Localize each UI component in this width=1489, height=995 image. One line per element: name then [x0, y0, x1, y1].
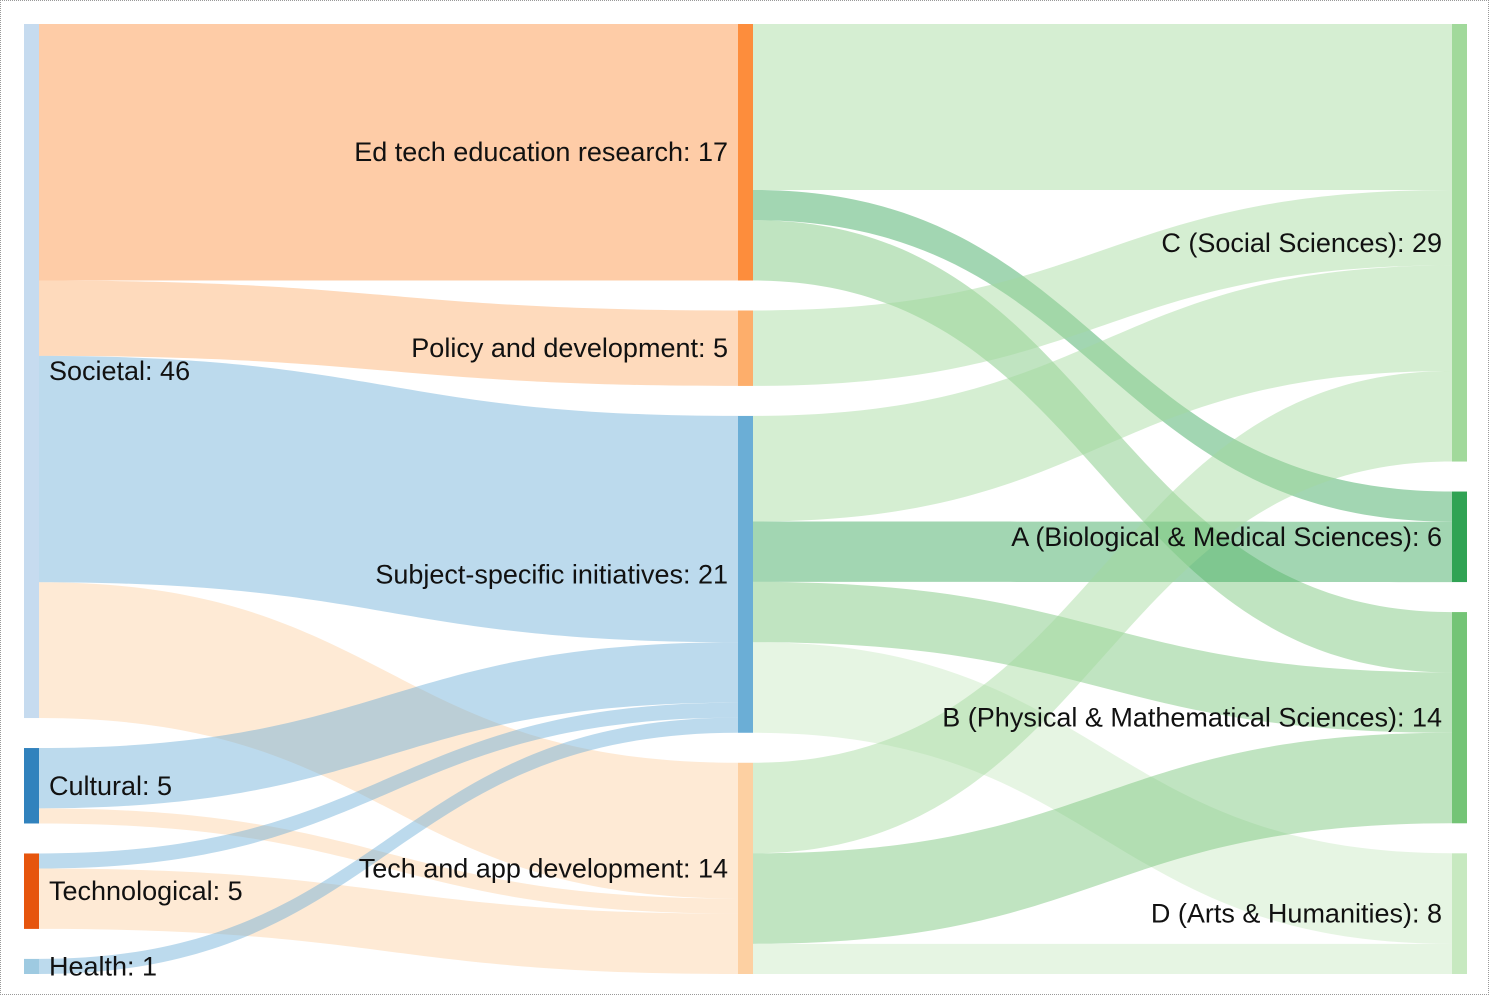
- node-label-health: Health: 1: [49, 951, 157, 981]
- node-policy: [738, 310, 753, 386]
- link-technological-to-subject: [39, 702, 738, 869]
- link-techapp-to-C: [753, 371, 1452, 854]
- link-subject-to-C: [753, 265, 1452, 522]
- link-edtech-to-C: [753, 24, 1452, 190]
- link-edtech-to-A: [753, 189, 1452, 522]
- link-cultural-to-subject: [39, 642, 738, 809]
- link-societal-to-edtech: [39, 24, 738, 281]
- node-subject: [738, 415, 753, 733]
- node-label-subject: Subject-specific initiatives: 21: [375, 559, 728, 589]
- link-health-to-subject: [39, 717, 738, 974]
- node-techapp: [738, 762, 753, 974]
- node-label-B: B (Physical & Mathematical Sciences): 14: [942, 703, 1442, 733]
- link-technological-to-techapp: [39, 868, 738, 974]
- node-label-technological: Technological: 5: [49, 876, 243, 906]
- node-D: [1452, 853, 1467, 974]
- node-A: [1452, 491, 1467, 583]
- link-subject-to-D: [753, 642, 1452, 944]
- node-label-D: D (Arts & Humanities): 8: [1151, 899, 1442, 929]
- node-label-C: C (Social Sciences): 29: [1161, 228, 1442, 258]
- node-technological: [24, 853, 39, 929]
- node-C: [1452, 24, 1467, 462]
- link-subject-to-B: [753, 581, 1452, 733]
- link-policy-to-C: [753, 189, 1452, 386]
- link-societal-to-policy: [39, 280, 738, 386]
- link-cultural-to-techapp: [39, 808, 738, 914]
- link-techapp-to-D: [753, 943, 1452, 974]
- node-health: [24, 958, 39, 974]
- node-B: [1452, 612, 1467, 824]
- node-label-A: A (Biological & Medical Sciences): 6: [1011, 522, 1442, 552]
- node-label-policy: Policy and development: 5: [411, 333, 728, 363]
- node-label-edtech: Ed tech education research: 17: [354, 137, 728, 167]
- link-subject-to-A: [753, 521, 1452, 583]
- node-label-societal: Societal: 46: [49, 356, 190, 386]
- link-societal-to-techapp: [39, 582, 738, 899]
- link-societal-to-subject: [39, 355, 738, 643]
- node-cultural: [24, 748, 39, 824]
- link-edtech-to-B: [753, 220, 1452, 673]
- node-label-techapp: Tech and app development: 14: [359, 853, 728, 883]
- node-label-cultural: Cultural: 5: [49, 771, 172, 801]
- node-societal: [24, 24, 39, 719]
- link-techapp-to-B: [753, 732, 1452, 944]
- node-edtech: [738, 24, 753, 281]
